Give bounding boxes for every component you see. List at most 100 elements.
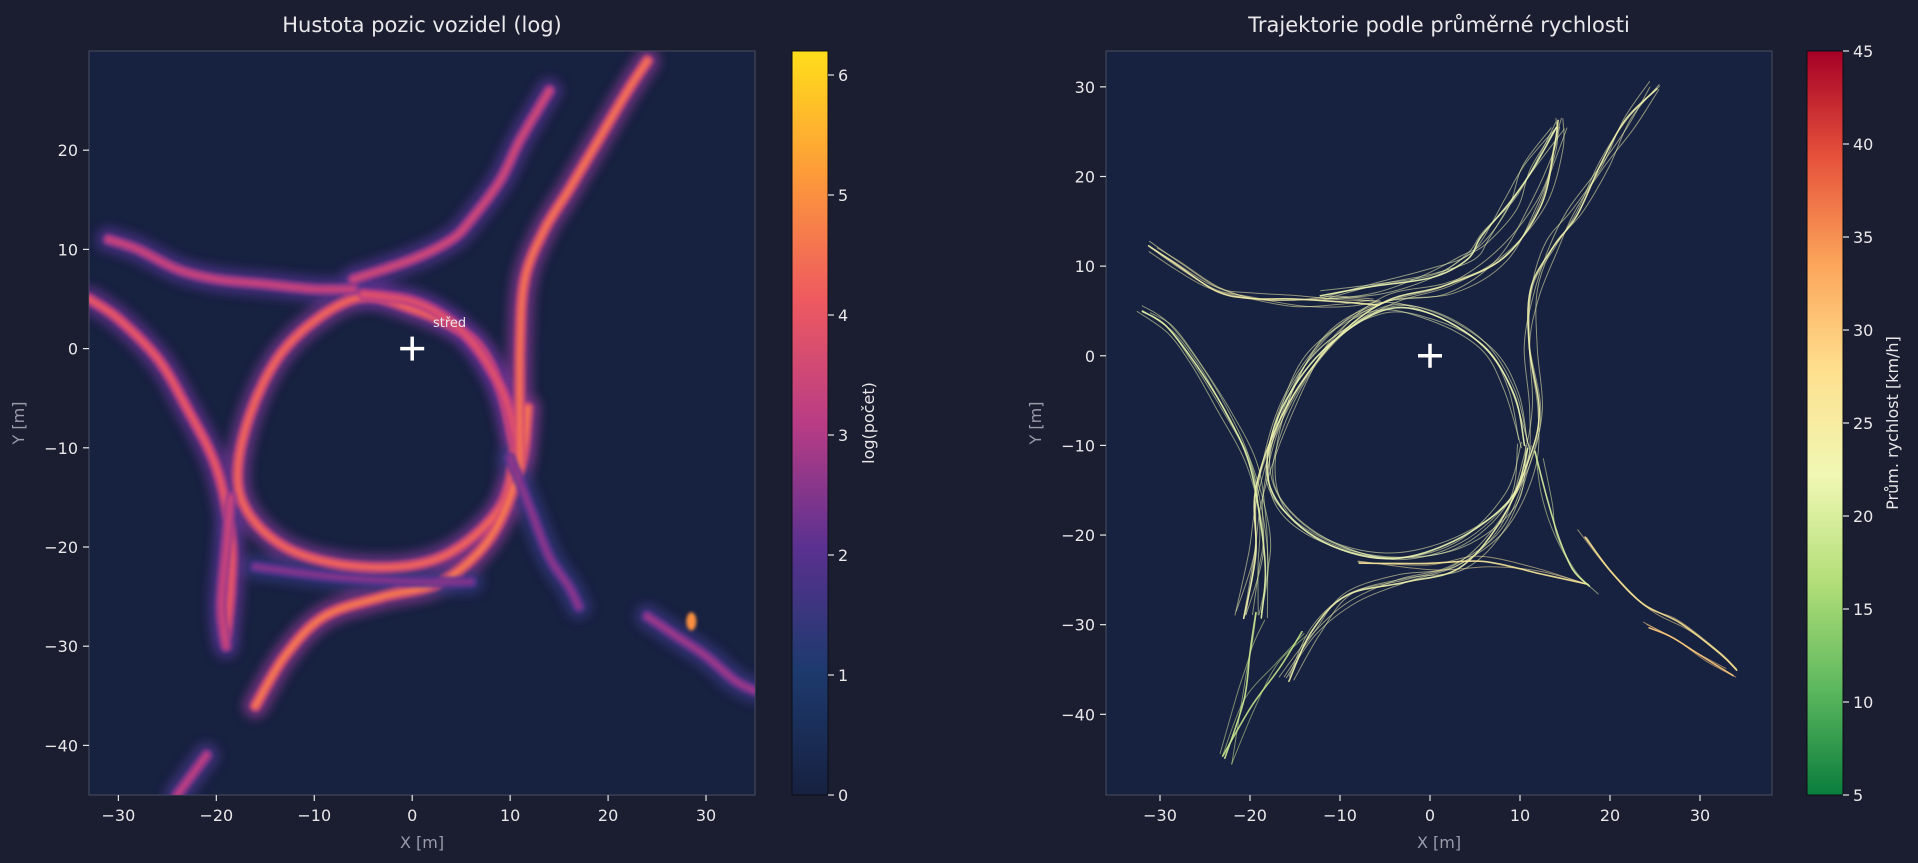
trajectory-line (1245, 118, 1565, 615)
colorbar-tick-label: 3 (838, 426, 848, 445)
colorbar-tick-label: 20 (1853, 507, 1873, 526)
trajectory-line (1357, 560, 1590, 585)
y-tick-label: −30 (44, 637, 78, 656)
x-tick-label: 20 (598, 806, 618, 825)
density-track (106, 237, 356, 292)
trajectory-line (1283, 81, 1651, 678)
density-track (253, 564, 474, 585)
y-tick-label: 10 (58, 240, 78, 259)
colorbar-tick-label: 15 (1853, 600, 1873, 619)
y-tick-label: 10 (1075, 257, 1095, 276)
y-tick-label: −10 (1061, 436, 1095, 455)
center-marker (1418, 343, 1442, 368)
trajectory-line (1245, 117, 1562, 616)
trajectory-chart: Trajektorie podle průměrné rychlosti −30… (1026, 13, 1773, 852)
trajectory-line (1278, 86, 1651, 678)
center-label: střed (433, 316, 466, 331)
y-tick-label: 20 (1075, 167, 1095, 186)
trajectory-line (1323, 126, 1558, 300)
y-tick-label: 0 (1085, 347, 1095, 366)
x-tick-label: −10 (1323, 806, 1357, 825)
density-track (644, 613, 755, 694)
density-track (174, 752, 209, 795)
y-tick-label: −40 (44, 736, 78, 755)
density-x-axis-label: X [m] (400, 833, 444, 852)
density-chart-title: Hustota pozic vozidel (log) (282, 13, 561, 37)
colorbar-tick-label: 10 (1853, 693, 1873, 712)
x-tick-label: 30 (696, 806, 716, 825)
x-tick-label: −30 (101, 806, 135, 825)
x-tick-label: 10 (1510, 806, 1530, 825)
speed-colorbar-label: Prům. rychlost [km/h] (1883, 336, 1902, 510)
colorbar-tick-label: 45 (1853, 42, 1873, 61)
density-y-ticks: −40 −30 −20 −10 0 10 20 (44, 141, 89, 755)
speed-colorbar-ticks: 5 10 15 20 25 30 35 40 45 (1843, 42, 1873, 805)
density-track (507, 455, 582, 609)
trajectory-line (1357, 555, 1589, 586)
colorbar-tick-label: 6 (838, 66, 848, 85)
y-tick-label: −10 (44, 439, 78, 458)
trajectory-line (1231, 619, 1266, 765)
colorbar-tick-label: 35 (1853, 228, 1873, 247)
density-colorbar-label: log(počet) (859, 382, 878, 464)
colorbar-tick-label: 1 (838, 666, 848, 685)
trajectory-line (1542, 458, 1599, 595)
density-core-layer (89, 54, 755, 795)
trajectory-line (1219, 612, 1257, 755)
y-tick-label: −40 (1061, 705, 1095, 724)
colorbar-tick-label: 2 (838, 546, 848, 565)
trajectory-line (1328, 128, 1565, 299)
y-tick-label: −30 (1061, 616, 1095, 635)
density-x-ticks: −30 −20 −10 0 10 20 30 (101, 795, 716, 825)
colorbar-tick-label: 5 (1853, 786, 1863, 805)
y-tick-label: −20 (44, 538, 78, 557)
density-chart: Hustota pozic vozidel (log) −30 −20 −10 0 10… (9, 13, 756, 852)
colorbar-tick-label: 40 (1853, 135, 1873, 154)
trajectory-lines (1136, 81, 1738, 765)
trajectory-line (1153, 249, 1378, 308)
y-tick-label: 20 (58, 141, 78, 160)
density-track (360, 291, 521, 451)
x-tick-label: 30 (1690, 806, 1710, 825)
trajectory-line (1318, 127, 1552, 301)
trajectory-x-axis-label: X [m] (1417, 833, 1461, 852)
trajectory-y-axis-label: Y [m] (1026, 402, 1045, 446)
trajectory-line (1149, 312, 1269, 619)
trajectory-line (1222, 633, 1305, 757)
x-tick-label: −20 (1233, 806, 1267, 825)
density-colorbar: 0 1 2 3 4 5 6 log(počet) (791, 50, 878, 805)
colorbar-tick-label: 25 (1853, 414, 1873, 433)
density-track (89, 296, 235, 639)
x-tick-label: −30 (1143, 806, 1177, 825)
speed-colorbar-bar (1806, 50, 1844, 796)
colorbar-tick-label: 30 (1853, 321, 1873, 340)
trajectory-line (1136, 310, 1264, 616)
x-tick-label: −20 (199, 806, 233, 825)
trajectory-line (1535, 451, 1589, 586)
x-tick-label: 0 (407, 806, 417, 825)
trajectory-line (1141, 305, 1269, 614)
speed-colorbar: 5 10 15 20 25 30 35 40 45 Prům. rychlost [km/h] (1806, 42, 1902, 805)
density-colorbar-bar (791, 50, 829, 796)
trajectory-line (1224, 611, 1257, 760)
trajectory-line (1642, 621, 1727, 669)
density-track (218, 494, 234, 649)
density-track (517, 58, 650, 471)
x-tick-label: 0 (1425, 806, 1435, 825)
trajectory-line (1293, 84, 1660, 681)
trajectory-line (1141, 310, 1261, 616)
trajectory-plot-area (1105, 50, 1773, 796)
density-colorbar-ticks: 0 1 2 3 4 5 6 (828, 66, 848, 805)
trajectory-line (1272, 303, 1532, 561)
x-tick-label: 20 (1600, 806, 1620, 825)
trajectory-line (1231, 634, 1308, 765)
density-track (350, 88, 552, 282)
density-y-axis-label: Y [m] (9, 402, 28, 446)
x-tick-label: −10 (297, 806, 331, 825)
trajectory-line (1577, 529, 1737, 671)
colorbar-tick-label: 0 (838, 786, 848, 805)
trajectory-chart-title: Trajektorie podle průměrné rychlosti (1247, 13, 1630, 37)
colorbar-tick-label: 5 (838, 186, 848, 205)
colorbar-tick-label: 4 (838, 306, 848, 325)
